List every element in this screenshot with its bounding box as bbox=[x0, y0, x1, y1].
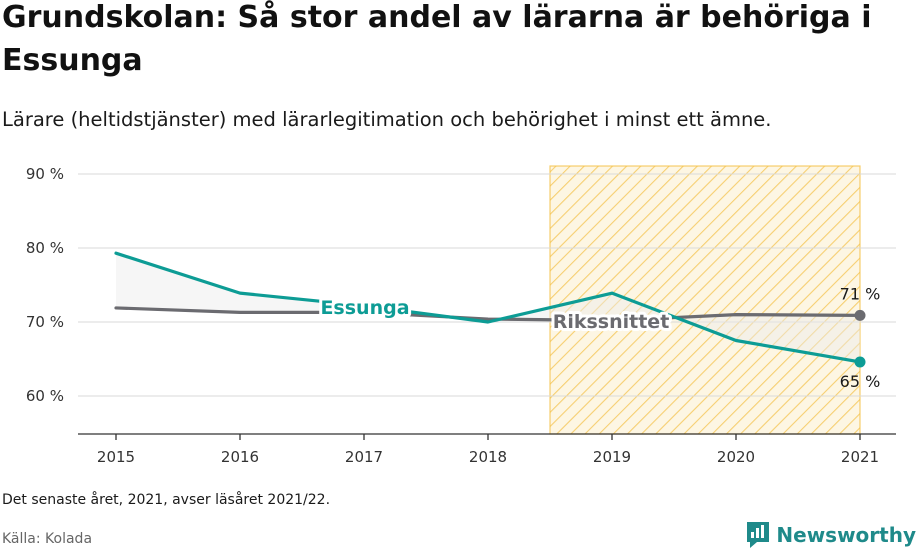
brand-name: Newsworthy bbox=[776, 523, 916, 547]
source-text: Källa: Kolada bbox=[2, 531, 93, 547]
x-tick-label: 2019 bbox=[593, 448, 631, 466]
series-label-rikssnittet: Rikssnittet bbox=[553, 311, 670, 333]
end-label-rikssnittet: 71 % bbox=[840, 284, 881, 303]
y-tick-label: 60 % bbox=[26, 387, 64, 405]
chart-title: Grundskolan: Så stor andel av lärarna är… bbox=[2, 0, 872, 78]
x-tick-label: 2021 bbox=[841, 448, 879, 466]
rikssnittet-line bbox=[114, 306, 862, 323]
x-tick-label: 2015 bbox=[97, 448, 135, 466]
footnote: Det senaste året, 2021, avser läsåret 20… bbox=[2, 492, 331, 508]
newsworthy-logo-icon bbox=[747, 522, 770, 548]
series-label-essunga: Essunga bbox=[320, 297, 409, 319]
end-label-essunga: 65 % bbox=[840, 372, 881, 391]
gap-area bbox=[116, 253, 860, 362]
essunga-line bbox=[114, 251, 862, 364]
brand-logo: Newsworthy bbox=[745, 520, 916, 550]
x-tick-label: 2017 bbox=[345, 448, 383, 466]
x-tick-label: 2016 bbox=[221, 448, 259, 466]
x-tick-label: 2020 bbox=[717, 448, 755, 466]
essunga-endpoint bbox=[854, 356, 866, 368]
chart-subtitle: Lärare (heltidstjänster) med lärarlegiti… bbox=[2, 108, 772, 131]
rikssnittet-endpoint bbox=[854, 309, 866, 321]
y-tick-label: 90 % bbox=[26, 165, 64, 183]
x-tick-label: 2018 bbox=[469, 448, 507, 466]
highlight-period bbox=[549, 165, 861, 435]
line-chart: 60 % 70 % 80 % 90 % 2015 2016 2017 2018 2019 2020… bbox=[26, 165, 896, 466]
y-tick-label: 70 % bbox=[26, 313, 64, 331]
y-tick-label: 80 % bbox=[26, 239, 64, 257]
